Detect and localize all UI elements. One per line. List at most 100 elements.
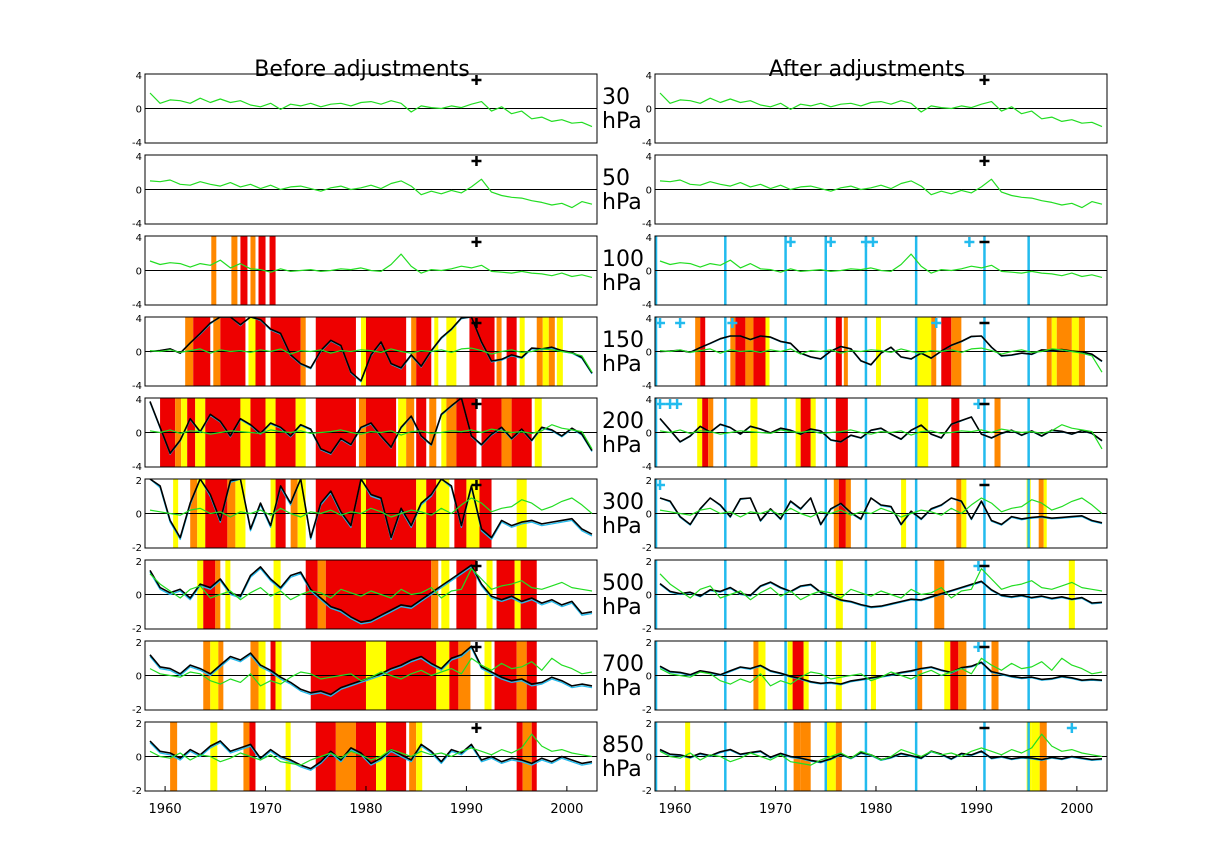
y-tick-label: 0	[136, 186, 142, 197]
series-black-line	[659, 335, 1103, 366]
series-green-line	[659, 657, 1103, 687]
series-black-line	[149, 740, 593, 770]
right-column-title: After adjustments	[769, 57, 965, 82]
plus-marker-cyan	[867, 237, 878, 247]
series-green-line	[149, 657, 593, 687]
level-label-number: 30	[602, 85, 630, 110]
panel-plot-area	[145, 479, 597, 548]
y-tick-label: -4	[642, 138, 652, 149]
y-tick-label: 4	[136, 152, 142, 163]
level-label-unit: hPa	[602, 433, 642, 458]
level-label-number: 300	[602, 490, 644, 515]
x-tick-label: 1980	[859, 802, 892, 817]
level-label-number: 500	[602, 571, 644, 596]
level-label-unit: hPa	[602, 271, 642, 296]
y-tick-label: 0	[646, 186, 652, 197]
level-label-number: 50	[602, 166, 630, 191]
series-green-line	[659, 253, 1103, 278]
series-green-line	[659, 497, 1103, 518]
y-tick-label: 0	[646, 267, 652, 278]
panel-plot-area	[145, 92, 597, 128]
y-tick-label: 0	[136, 510, 142, 521]
series-black-line	[149, 317, 593, 382]
y-tick-label: 2	[136, 476, 142, 487]
panel-plot-area	[145, 641, 597, 710]
series-green-line	[659, 92, 1103, 128]
y-tick-label: 4	[646, 314, 652, 325]
series-green-line	[149, 347, 593, 373]
plus-marker-cyan	[785, 237, 796, 247]
level-label-number: 700	[602, 652, 644, 677]
y-tick-label: 4	[136, 314, 142, 325]
panel-after-700: 2 0 -2	[642, 638, 1108, 716]
plus-marker-cyan	[655, 399, 666, 409]
panel-after-30: 4 0 -4	[642, 71, 1108, 149]
y-tick-label: -4	[132, 381, 142, 392]
level-label-number: 100	[602, 247, 644, 272]
y-tick-label: 2	[646, 557, 652, 568]
y-tick-label: -4	[642, 300, 652, 311]
series-black-line	[659, 497, 1103, 526]
plus-marker-cyan	[675, 318, 686, 328]
y-tick-label: 0	[136, 348, 142, 359]
series-green-line	[149, 92, 593, 128]
y-tick-label: 2	[136, 638, 142, 649]
y-tick-label: 0	[136, 672, 142, 683]
series-green-line	[149, 733, 593, 766]
level-label-unit: hPa	[602, 514, 642, 539]
y-tick-label: 2	[136, 557, 142, 568]
y-tick-label: 0	[646, 672, 652, 683]
panel-plot-area	[145, 722, 597, 791]
y-tick-label: 4	[136, 71, 142, 82]
panel-before-150: 4 0 -4	[132, 314, 598, 392]
y-tick-label: 0	[136, 267, 142, 278]
y-tick-label: 4	[646, 395, 652, 406]
plus-marker-black	[471, 156, 482, 166]
panel-plot-area	[655, 560, 1107, 629]
level-label-unit: hPa	[602, 109, 642, 134]
series-green-line	[149, 253, 593, 278]
y-tick-label: 4	[136, 233, 142, 244]
level-label-unit: hPa	[602, 352, 642, 377]
y-tick-label: 2	[646, 638, 652, 649]
y-tick-label: 0	[136, 753, 142, 764]
panel-plot-area	[145, 398, 597, 467]
panel-plot-area	[655, 398, 1107, 467]
panel-before-30: 4 0 -4	[132, 71, 598, 149]
plus-marker-black	[979, 156, 990, 166]
panel-before-300: 2 0 -2	[132, 476, 598, 554]
plus-marker-black	[471, 480, 482, 490]
series-cyan-line	[149, 742, 593, 771]
plus-marker-cyan	[825, 237, 836, 247]
y-tick-label: 0	[646, 591, 652, 602]
x-tick-label: 1980	[349, 802, 382, 817]
panel-after-50: 4 0 -4	[642, 152, 1108, 230]
plus-marker-cyan	[727, 318, 738, 328]
panel-plot-area	[655, 317, 1107, 386]
x-tick-label: 1960	[659, 802, 692, 817]
panel-plot-area	[145, 178, 597, 209]
plus-marker-cyan	[1066, 723, 1077, 733]
y-tick-label: -4	[132, 462, 142, 473]
panel-plot-area	[145, 317, 597, 386]
level-label-number: 150	[602, 328, 644, 353]
plus-marker-black	[979, 75, 990, 85]
y-tick-label: -2	[642, 705, 652, 716]
y-tick-label: 4	[646, 71, 652, 82]
panel-before-50: 4 0 -4	[132, 152, 598, 230]
level-label-unit: hPa	[602, 676, 642, 701]
panel-after-100: 4 0 -4	[642, 233, 1108, 311]
panel-plot-area	[655, 479, 1107, 548]
series-black-line	[659, 661, 1103, 685]
plus-marker-black	[471, 561, 482, 571]
series-green-line	[659, 178, 1103, 209]
panel-after-850: 2 0 -2	[642, 719, 1108, 797]
series-black-line	[149, 479, 593, 539]
plus-marker-black	[471, 399, 482, 409]
plus-marker-cyan	[672, 399, 683, 409]
series-black-line	[149, 564, 593, 623]
x-axis-group: 1960 1970 1980 1990 2000 1960 1970 1980 1990 2000	[149, 786, 1093, 817]
plus-marker-black	[471, 723, 482, 733]
x-tick-label: 2000	[1060, 802, 1093, 817]
series-green-line	[659, 567, 1103, 601]
